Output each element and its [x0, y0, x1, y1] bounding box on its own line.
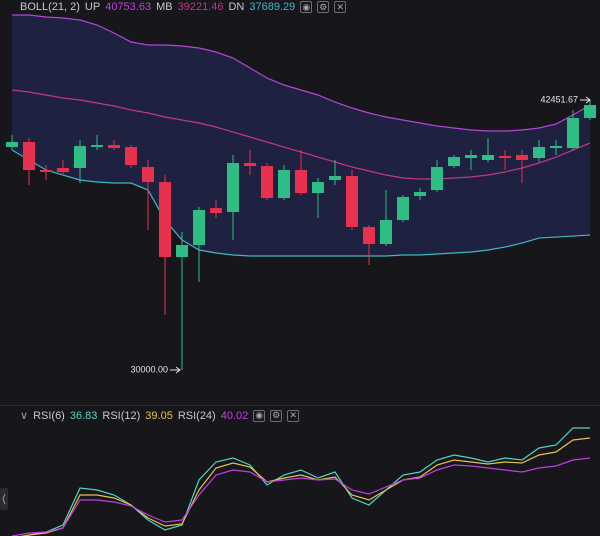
candle-body	[584, 105, 596, 119]
boll-legend: BOLL(21, 2) UP 40753.63 MB 39221.46 DN 37689.2…	[20, 1, 347, 13]
price-annotation: 42451.67	[540, 94, 578, 104]
legend-name: DN	[228, 1, 245, 13]
side-tab-arrow	[2, 493, 6, 505]
candle-body	[40, 170, 52, 173]
candle-body	[6, 142, 18, 148]
candle-body	[261, 166, 273, 199]
series-line	[11, 149, 591, 257]
settings[interactable]: ⚙	[270, 409, 283, 422]
candle-body	[414, 192, 426, 197]
settings[interactable]: ⚙	[317, 1, 330, 13]
price-annotation: 30000.00	[130, 364, 168, 374]
candle-body	[550, 146, 562, 149]
candle-body	[142, 167, 154, 183]
candle-body	[312, 182, 324, 194]
rsi-legend: ∨ RSI(6) 36.83 RSI(12) 39.05 RSI(24) 40.02 ◉ ⚙ ✕	[20, 409, 300, 422]
band-fill	[12, 15, 590, 257]
legend-title: BOLL(21, 2)	[20, 1, 80, 13]
series-line	[11, 457, 591, 536]
series-line	[12, 14, 591, 132]
candle-body	[74, 146, 86, 169]
collapse-toggle[interactable]: ∨	[20, 410, 29, 422]
close[interactable]: ✕	[334, 1, 347, 13]
candle-body	[244, 163, 256, 167]
toggle-visibility[interactable]: ◉	[253, 409, 266, 422]
legend-value: 40753.63	[105, 1, 152, 13]
legend-name: UP	[84, 1, 101, 13]
candle-body	[533, 147, 545, 159]
toggle-visibility[interactable]: ◉	[300, 1, 313, 13]
candle-body	[23, 142, 35, 171]
candle-body	[397, 197, 409, 221]
candle-body	[108, 145, 120, 149]
legend-name: MB	[156, 1, 173, 13]
candle-body	[431, 167, 443, 191]
candle-body	[57, 168, 69, 173]
candle-body	[465, 155, 477, 159]
candle-body	[227, 163, 239, 213]
candle-body	[448, 157, 460, 167]
candle-body	[363, 227, 375, 245]
candle-body	[278, 170, 290, 199]
side-tab[interactable]	[0, 488, 8, 510]
legend-value: 37689.29	[249, 1, 296, 13]
candle-body	[567, 118, 579, 149]
candle-body	[329, 176, 341, 181]
candle-body	[159, 182, 171, 258]
candle-body	[499, 156, 511, 159]
close[interactable]: ✕	[287, 409, 300, 422]
candle-body	[176, 245, 188, 258]
candle-body	[295, 170, 307, 194]
candle-body	[193, 210, 205, 246]
candle-body	[91, 145, 103, 148]
legend-value: 40.02	[220, 409, 249, 422]
annotation-arrow	[580, 96, 591, 104]
legend-value: 39.05	[145, 409, 173, 422]
candle-body	[210, 208, 222, 214]
legend-name: RSI(6)	[33, 409, 65, 422]
legend-value: 39221.46	[177, 1, 224, 13]
series-line	[23, 427, 590, 536]
legend-value: 36.83	[69, 409, 98, 422]
candle-body	[380, 220, 392, 245]
series-line	[19, 437, 591, 536]
candle-body	[482, 155, 494, 161]
candle-body	[516, 155, 528, 161]
annotation-arrow	[170, 366, 181, 374]
candle-body	[346, 176, 358, 228]
legend-name: RSI(24)	[177, 409, 216, 422]
candle-body	[125, 147, 137, 166]
legend-name: RSI(12)	[102, 409, 141, 422]
